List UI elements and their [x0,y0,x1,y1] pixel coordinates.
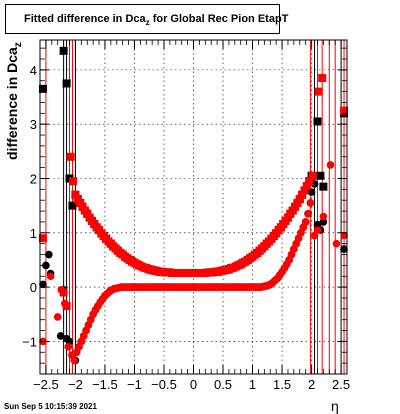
data-point-circle [319,212,328,221]
data-point-square [319,182,328,191]
data-point-square [69,177,78,186]
data-point-circle [340,231,348,240]
x-tick-label: −2.5 [33,377,59,392]
data-point-circle [307,188,316,196]
x-tick-label: −2 [68,377,83,392]
y-axis-label: difference in Dcaz [4,42,24,160]
y-tick-label: 2 [30,171,37,186]
data-point-square [38,234,47,243]
title-main: Fitted difference in Dca [24,13,146,25]
data-point-square [318,74,327,83]
title-subscript: z [145,18,150,28]
data-point-circle [42,261,50,270]
data-point-circle [319,218,328,226]
x-tick-label: 2 [308,377,315,392]
data-point-square [38,84,47,93]
x-tick-label: 1 [249,377,256,392]
data-point-circle [57,286,66,294]
title-rest: for Global Rec Pion EtapT [149,13,289,25]
data-point-square [313,117,322,126]
data-point-circle [46,272,55,281]
data-point-circle [313,226,322,234]
x-tick-label: 2.5 [332,377,350,392]
data-point-circle [301,218,310,226]
data-point-square [298,190,307,199]
data-point-square [295,195,304,204]
data-point-circle [64,343,73,351]
data-point-circle [53,313,62,321]
x-tick-label: 0.5 [214,377,232,392]
data-point-square [62,79,71,88]
y-axis-label-subscript: z [12,42,24,48]
y-tick-label: 1 [30,226,37,241]
data-point-circle [56,332,65,340]
data-point-square [305,177,314,186]
data-point-square [66,152,75,161]
data-point-square [71,190,80,199]
data-point-circle [326,161,335,169]
data-point-circle [70,356,79,365]
data-point-square [316,171,325,180]
y-tick-label: 4 [30,63,37,78]
data-point-square [300,186,309,195]
data-point-circle [306,199,315,207]
title-box: Fitted difference in Dcaz for Global Rec… [5,4,288,34]
x-tick-label: 0 [190,377,197,392]
data-point-square [308,171,317,180]
date-stamp: Sun Sep 5 10:15:39 2021 [4,402,97,411]
y-tick-label: −1 [22,334,37,349]
x-tick-label: −0.5 [151,377,177,392]
data-point-square [302,182,311,191]
data-point-circle [45,250,53,259]
data-point-circle [60,299,69,308]
data-point-square [59,46,68,55]
y-axis-label-main: difference in Dca [4,47,20,160]
data-point-square [314,87,323,96]
y-tick-label: 3 [30,117,37,132]
data-point-circle [340,245,348,253]
x-axis-label: η [331,398,339,414]
data-point-circle [39,280,47,289]
x-tick-label: 1.5 [273,377,291,392]
x-tick-label: −1 [127,377,142,392]
data-point-square [340,106,349,115]
data-point-circle [304,209,312,218]
axis-ticks: −2.5 −2 −1.5 −1 −0.5 0 0.5 1 1.5 2 2.5 −1 0 1 2 3 4 [22,40,350,392]
data-point-square [68,201,77,210]
data-markers [38,46,349,365]
x-tick-label: −1.5 [92,377,118,392]
data-point-circle [332,239,341,248]
y-tick-label: 0 [30,280,37,295]
chart-title: Fitted difference in Dcaz for Global Rec… [24,13,288,27]
